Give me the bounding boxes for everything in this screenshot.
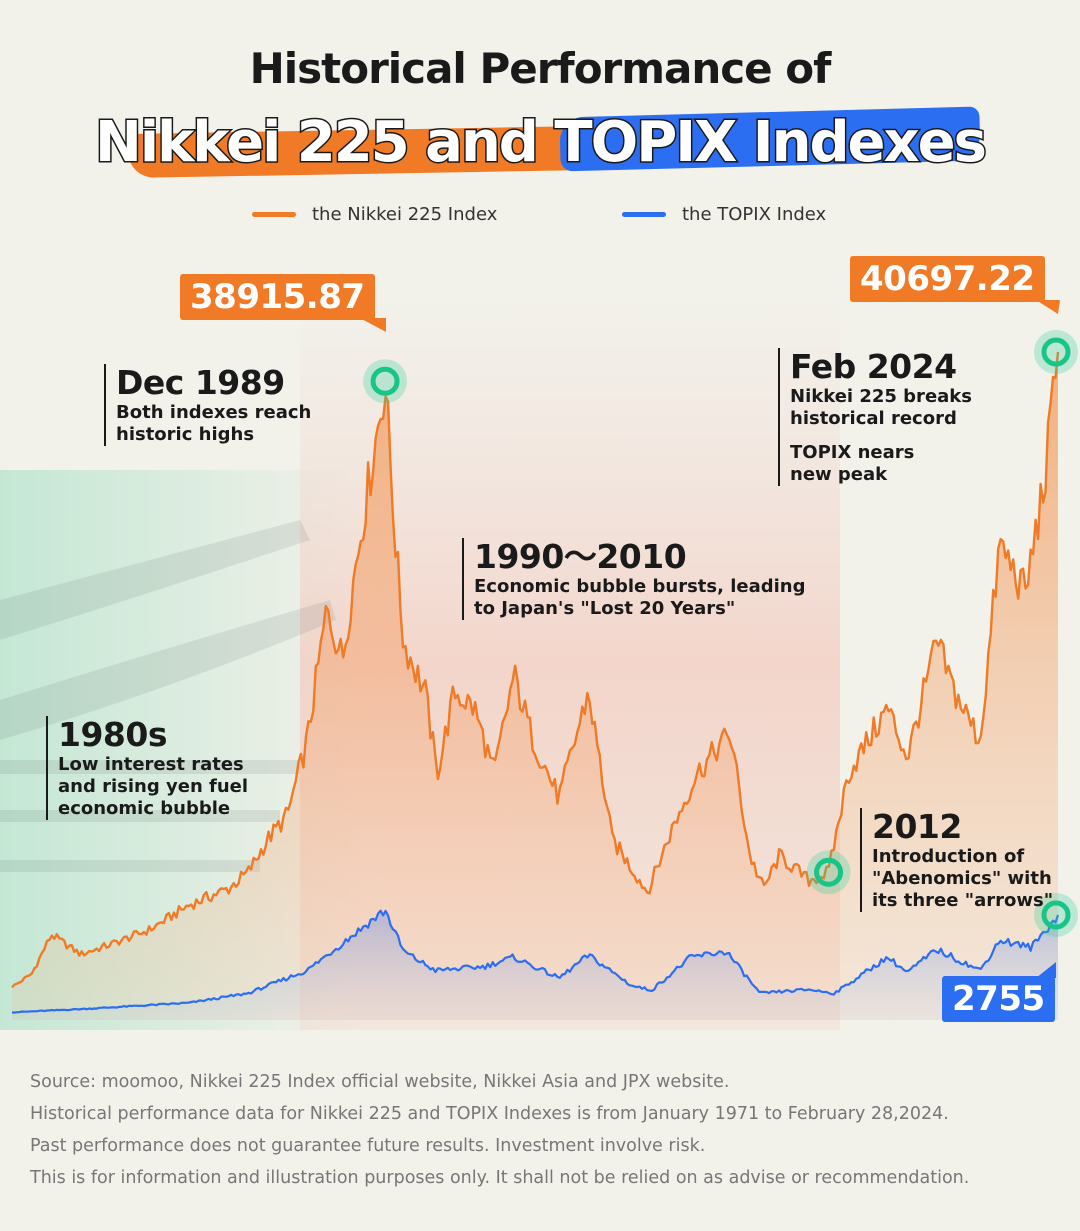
annotation-2024: Feb 2024 Nikkei 225 breaks historical re… (778, 348, 972, 486)
legend-label-topix: the TOPIX Index (682, 204, 827, 225)
temple-roof-art (0, 520, 336, 872)
annotation-2012-head: 2012 (872, 807, 962, 846)
annotation-1990-2010-body: Economic bubble bursts, leading to Japan… (474, 576, 806, 619)
series-area-1 (12, 910, 1058, 1020)
callout-peak-2024: 40697.22 (850, 256, 1045, 302)
source-line-4: This is for information and illustration… (30, 1168, 970, 1188)
annotation-2024-body2: TOPIX nears new peak (790, 442, 915, 485)
marker-peak-2024-halo (1034, 330, 1078, 374)
annotation-1989-body: Both indexes reach historic highs (116, 402, 312, 445)
marker-peak-1989-halo (363, 359, 408, 404)
marker-topix-2024 (1041, 900, 1071, 930)
annotation-1990-2010: 1990～2010 Economic bubble bursts, leadin… (462, 538, 805, 620)
annotation-1980s: 1980s Low interest rates and rising yen … (46, 716, 248, 820)
callout-peak-1989-pointer (360, 318, 386, 332)
annotation-1989: Dec 1989 Both indexes reach historic hig… (104, 364, 311, 446)
annotation-1990-2010-head: 1990～2010 (474, 537, 687, 576)
source-notes: Source: moomoo, Nikkei 225 Index officia… (30, 1066, 969, 1194)
callout-peak-2024-pointer (1036, 300, 1060, 314)
legend-swatch-topix (622, 212, 666, 217)
legend-swatch-nikkei (252, 212, 296, 217)
annotation-1989-head: Dec 1989 (116, 363, 285, 402)
callout-peak-1989: 38915.87 (180, 274, 375, 320)
marker-abenomics-2012 (814, 857, 844, 887)
legend-item-topix: the TOPIX Index (622, 204, 826, 225)
line-chart (11, 330, 1078, 1020)
source-line-1: Source: moomoo, Nikkei 225 Index officia… (30, 1072, 730, 1092)
annotation-2024-body: Nikkei 225 breaks historical record (790, 386, 972, 429)
title-line-1: Historical Performance of (249, 44, 832, 93)
marker-peak-2024 (1041, 337, 1071, 367)
series-line-topix (11, 909, 1060, 1014)
annotation-1980s-head: 1980s (58, 715, 168, 754)
title-line-2: Nikkei 225 and TOPIX Indexes (94, 109, 989, 177)
marker-topix-2024-halo (1034, 893, 1078, 937)
marker-abenomics-2012-halo (806, 850, 851, 895)
legend-label-nikkei: the Nikkei 225 Index (312, 204, 498, 225)
annotation-2012-body: Introduction of "Abenomics" with its thr… (872, 846, 1054, 911)
series-area-0 (12, 352, 1058, 1020)
legend-item-nikkei: the Nikkei 225 Index (252, 204, 497, 225)
annotation-1980s-body: Low interest rates and rising yen fuel e… (58, 754, 249, 819)
annotation-2012: 2012 Introduction of "Abenomics" with it… (860, 808, 1053, 912)
callout-topix-2024-pointer (1036, 962, 1056, 978)
marker-peak-1989 (370, 366, 400, 396)
callout-topix-2024: 2755 (942, 976, 1055, 1022)
series-line-nikkei (11, 351, 1060, 989)
source-line-2: Historical performance data for Nikkei 2… (30, 1104, 949, 1124)
source-line-3: Past performance does not guarantee futu… (30, 1136, 706, 1156)
annotation-2024-head: Feb 2024 (790, 347, 957, 386)
